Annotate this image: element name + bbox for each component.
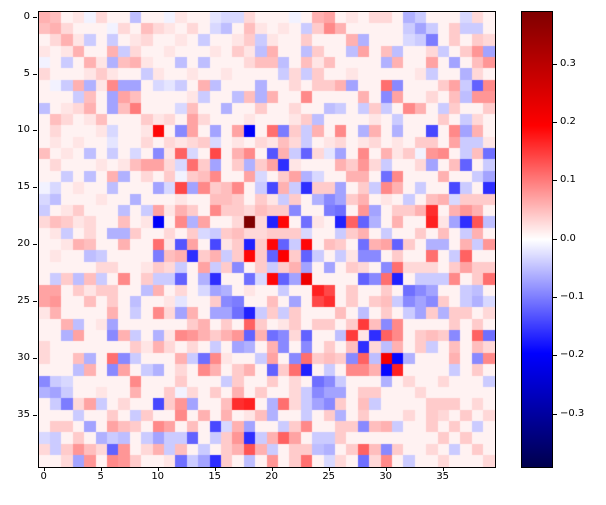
colorbar-tick-mark <box>553 121 557 123</box>
colorbar-tick-mark <box>553 238 557 240</box>
y-tick-mark <box>33 187 37 189</box>
y-tick-mark <box>33 244 37 246</box>
x-tick-mark <box>43 467 45 471</box>
y-tick-label: 15 <box>17 181 30 193</box>
x-tick-label: 5 <box>97 471 104 482</box>
x-tick-mark <box>328 467 330 471</box>
heatmap-canvas <box>38 11 496 468</box>
y-tick-mark <box>33 301 37 303</box>
y-tick-label: 25 <box>17 295 30 307</box>
y-tick-mark <box>33 414 37 416</box>
colorbar-tick-mark <box>553 63 557 65</box>
colorbar-tick-label: −0.1 <box>560 290 585 302</box>
colorbar-tick-mark <box>553 413 557 415</box>
colorbar-tick-label: 0.2 <box>560 115 576 127</box>
x-tick-label: 35 <box>436 471 450 482</box>
x-tick-mark <box>157 467 159 471</box>
y-tick-mark <box>33 73 37 75</box>
x-tick-mark <box>271 467 273 471</box>
colorbar-tick-label: 0.3 <box>560 57 576 69</box>
x-tick-label: 20 <box>265 471 279 482</box>
y-tick-label: 10 <box>17 124 30 136</box>
x-tick-label: 15 <box>208 471 222 482</box>
x-tick-label: 25 <box>322 471 336 482</box>
y-tick-label: 20 <box>17 238 30 250</box>
x-tick-mark <box>385 467 387 471</box>
colorbar-tick-mark <box>553 296 557 298</box>
y-tick-mark <box>33 16 37 18</box>
x-tick-mark <box>214 467 216 471</box>
y-tick-label: 0 <box>23 10 30 22</box>
colorbar-tick-mark <box>553 180 557 182</box>
colorbar-tick-label: 0.0 <box>560 232 576 244</box>
x-tick-mark <box>442 467 444 471</box>
y-tick-label: 5 <box>23 67 30 79</box>
colorbar-tick-label: −0.3 <box>560 407 585 419</box>
y-tick-label: 35 <box>17 408 30 420</box>
y-tick-label: 30 <box>17 351 30 363</box>
x-tick-label: 10 <box>151 471 165 482</box>
x-tick-label: 0 <box>40 471 47 482</box>
x-tick-mark <box>100 467 102 471</box>
y-tick-mark <box>33 357 37 359</box>
colorbar-tick-mark <box>553 355 557 357</box>
colorbar <box>521 11 553 468</box>
x-tick-label: 30 <box>379 471 393 482</box>
colorbar-tick-label: −0.2 <box>560 349 585 361</box>
y-tick-mark <box>33 130 37 132</box>
colorbar-tick-label: 0.1 <box>560 174 576 186</box>
